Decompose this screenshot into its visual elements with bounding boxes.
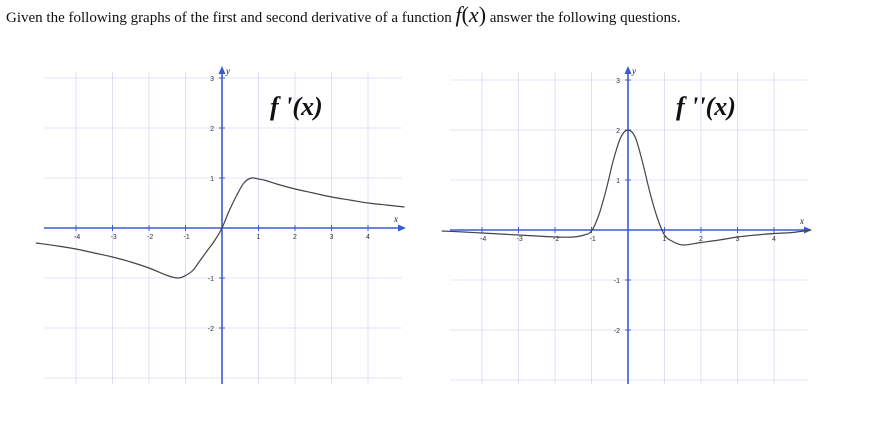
- fprime-x-tick-label: 2: [293, 234, 297, 241]
- fdoubleprime-y-tick-label: 1: [616, 178, 620, 185]
- fdoubleprime-function-label: f ''(x): [676, 92, 736, 121]
- fprime-x-tick-label: -2: [147, 234, 153, 241]
- fdoubleprime-x-tick-label: 4: [772, 236, 776, 243]
- close-paren: ): [478, 2, 487, 27]
- fdoubleprime-y-tick-label: -2: [614, 328, 620, 335]
- fdoubleprime-x-tick-label: 1: [663, 236, 667, 243]
- question-suffix: answer the following questions.: [489, 10, 681, 26]
- open-paren: (: [461, 2, 469, 27]
- fdoubleprime-grid: [450, 72, 808, 384]
- function-variable: x: [468, 2, 479, 27]
- fprime-y-tick-label: 2: [210, 126, 214, 133]
- fprime-x-tick-label: -4: [74, 234, 80, 241]
- fprime-y-tick-label: 3: [210, 76, 214, 83]
- fdoubleprime-x-tick-label: 3: [736, 236, 740, 243]
- fprime-x-tick-label: 3: [330, 234, 334, 241]
- fdoubleprime-y-arrow-icon: [624, 66, 632, 74]
- fprime-y-tick-label: 1: [210, 176, 214, 183]
- fprime-y-arrow-icon: [218, 66, 226, 74]
- fprime-x-arrow-icon: [398, 224, 406, 232]
- fprime-x-label: x: [393, 214, 398, 224]
- fdoubleprime-x-tick-label: -2: [553, 236, 559, 243]
- fprime-y-tick-label: -1: [208, 276, 214, 283]
- fdoubleprime-x-tick-label: -1: [590, 236, 596, 243]
- fprime-x-tick-label: 4: [366, 234, 370, 241]
- fdoubleprime-x-tick-label: -3: [517, 236, 523, 243]
- fprime-y-tick-label: -2: [208, 326, 214, 333]
- question-prefix: Given the following graphs of the first …: [6, 10, 452, 26]
- fdoubleprime-curve: [441, 129, 811, 246]
- fdoubleprime-x-tick-label: -4: [480, 236, 486, 243]
- fprime-curve: [35, 177, 405, 279]
- fprime-x-tick-label: -3: [111, 234, 117, 241]
- fdoubleprime-x-label: x: [799, 216, 804, 226]
- function-name: f: [455, 2, 462, 27]
- fdoubleprime-y-tick-label: 2: [616, 128, 620, 135]
- fprime-y-label: y: [225, 66, 230, 76]
- fprime-x-tick-label: -1: [184, 234, 190, 241]
- question-text: Given the following graphs of the first …: [6, 2, 866, 31]
- fprime-function-label: f '(x): [270, 92, 323, 121]
- fdoubleprime-y-tick-label: -1: [614, 278, 620, 285]
- fdoubleprime-x-tick-label: 2: [699, 236, 703, 243]
- fprime-x-tick-label: 1: [257, 234, 261, 241]
- fdoubleprime-y-label: y: [631, 66, 636, 76]
- fdoubleprime-y-tick-label: 3: [616, 78, 620, 85]
